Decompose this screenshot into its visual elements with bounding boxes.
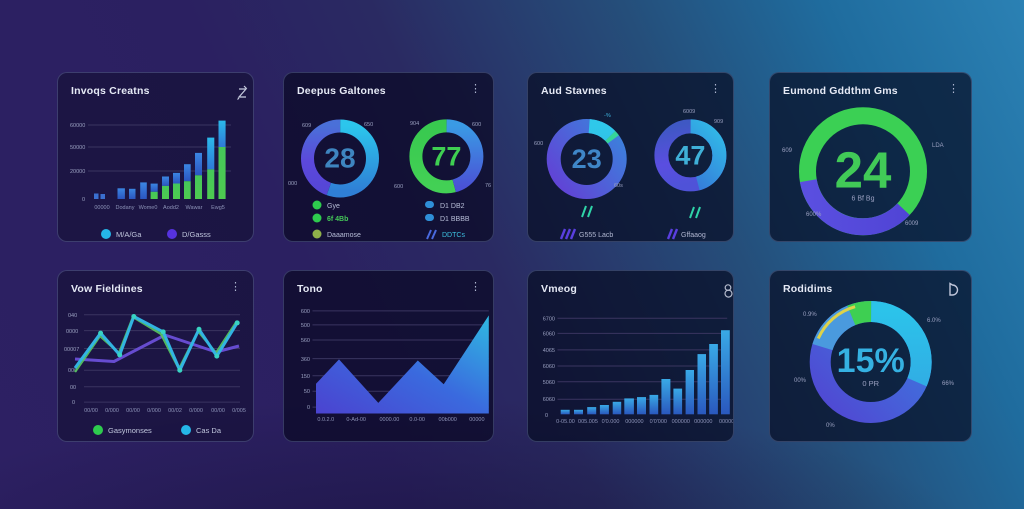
svg-text:00000: 00000	[94, 205, 109, 211]
svg-text:0/000: 0/000	[105, 408, 119, 414]
svg-text:00/00: 00/00	[211, 408, 225, 414]
svg-text:0.9%: 0.9%	[803, 312, 817, 318]
svg-text:66%: 66%	[942, 381, 955, 387]
svg-text:Gffaaog: Gffaaog	[681, 232, 706, 239]
svg-text:0/000: 0/000	[147, 408, 161, 414]
svg-text:600: 600	[472, 122, 481, 128]
svg-text:50: 50	[304, 389, 310, 395]
svg-text:000000: 000000	[672, 419, 690, 425]
svg-text:00/02: 00/02	[168, 408, 182, 414]
svg-text:00b000: 00b000	[439, 417, 457, 423]
svg-text:000: 000	[288, 181, 297, 187]
svg-text:609: 609	[302, 123, 311, 129]
svg-text:D1 BBBB: D1 BBBB	[440, 216, 470, 223]
svg-text:6009: 6009	[905, 221, 919, 227]
svg-text:Gye: Gye	[327, 203, 340, 210]
svg-text:0%: 0%	[826, 423, 835, 429]
svg-text:0/000: 0/000	[189, 408, 203, 414]
svg-text:0.0.2.0: 0.0.2.0	[317, 417, 334, 423]
svg-text:360: 360	[301, 357, 310, 363]
svg-text:M/A/Ga: M/A/Ga	[116, 230, 142, 239]
svg-text:76: 76	[485, 183, 491, 189]
svg-text:Wome0: Wome0	[139, 205, 158, 211]
svg-text:600%: 600%	[806, 212, 822, 218]
svg-text:20000: 20000	[70, 169, 85, 175]
svg-text:0: 0	[72, 400, 75, 406]
svg-text:0.0-00: 0.0-00	[409, 417, 425, 423]
svg-text:0: 0	[545, 413, 548, 419]
svg-text:0'0.000: 0'0.000	[602, 419, 620, 425]
svg-text:650: 650	[364, 122, 373, 128]
svg-text:6700: 6700	[543, 317, 555, 323]
svg-text:560: 560	[301, 338, 310, 344]
svg-text:0: 0	[82, 197, 85, 203]
svg-text:00%: 00%	[794, 378, 807, 384]
svg-text:G555 Lacb: G555 Lacb	[579, 232, 613, 239]
svg-text:6f 4Bb: 6f 4Bb	[327, 216, 348, 223]
svg-text:50000: 50000	[70, 145, 85, 151]
svg-text:Wawar: Wawar	[186, 205, 203, 211]
svg-text:24: 24	[835, 141, 892, 198]
svg-text:Cas Da: Cas Da	[196, 426, 222, 435]
svg-text:60000: 60000	[70, 123, 85, 129]
svg-text:5060: 5060	[543, 380, 555, 386]
svg-text:LDA: LDA	[932, 143, 944, 149]
svg-text:00000: 00000	[719, 419, 733, 425]
svg-text:00007: 00007	[64, 347, 79, 353]
svg-text:600: 600	[394, 184, 403, 190]
svg-text:000000: 000000	[694, 419, 712, 425]
svg-text:500: 500	[301, 323, 310, 329]
svg-text:0'0'000: 0'0'000	[650, 419, 667, 425]
svg-text:DDTCs: DDTCs	[442, 232, 465, 239]
svg-text:0-Ad-00: 0-Ad-00	[346, 417, 366, 423]
svg-text:909: 909	[714, 119, 723, 125]
svg-text:4065: 4065	[543, 348, 555, 354]
svg-text:0 PR: 0 PR	[862, 379, 879, 388]
svg-text:0000: 0000	[66, 329, 78, 335]
svg-text:0-05.00: 0-05.00	[556, 419, 575, 425]
svg-text:77: 77	[431, 141, 461, 171]
svg-text:-%: -%	[604, 113, 611, 119]
svg-text:6 Bf Bg: 6 Bf Bg	[852, 195, 875, 202]
svg-text:6060: 6060	[543, 364, 555, 370]
svg-text:000000: 000000	[625, 419, 643, 425]
svg-text:000: 000	[68, 368, 77, 374]
svg-text:Dodany: Dodany	[116, 205, 135, 211]
svg-text:00: 00	[70, 385, 76, 391]
svg-text:D/Gasss: D/Gasss	[182, 230, 211, 239]
svg-text:0000.00: 0000.00	[379, 417, 399, 423]
svg-text:600: 600	[534, 141, 543, 147]
svg-text:Ewg5: Ewg5	[211, 205, 225, 211]
svg-text:28: 28	[324, 143, 355, 174]
svg-text:D1 DB2: D1 DB2	[440, 203, 465, 210]
svg-text:904: 904	[410, 121, 419, 127]
svg-text:0/005: 0/005	[232, 408, 246, 414]
svg-text:150: 150	[301, 374, 310, 380]
svg-text:15%: 15%	[837, 342, 905, 380]
svg-text:Aodd2: Aodd2	[163, 205, 179, 211]
svg-text:Daaamose: Daaamose	[327, 232, 361, 239]
svg-text:6009: 6009	[683, 109, 695, 115]
svg-text:040: 040	[68, 313, 77, 319]
svg-text:47: 47	[675, 140, 705, 170]
svg-text:6.0%: 6.0%	[927, 318, 941, 324]
svg-text:609: 609	[782, 148, 793, 154]
svg-text:60s: 60s	[614, 183, 623, 189]
svg-text:00/00: 00/00	[126, 408, 140, 414]
svg-text:600: 600	[301, 309, 310, 315]
svg-text:00/00: 00/00	[84, 408, 98, 414]
svg-text:005.005: 005.005	[578, 419, 598, 425]
svg-text:6060: 6060	[543, 397, 555, 403]
svg-text:Gasymonses: Gasymonses	[108, 426, 152, 435]
svg-text:00000: 00000	[469, 417, 484, 423]
svg-text:0: 0	[307, 405, 310, 411]
svg-text:6060: 6060	[543, 332, 555, 338]
svg-text:23: 23	[572, 144, 602, 174]
